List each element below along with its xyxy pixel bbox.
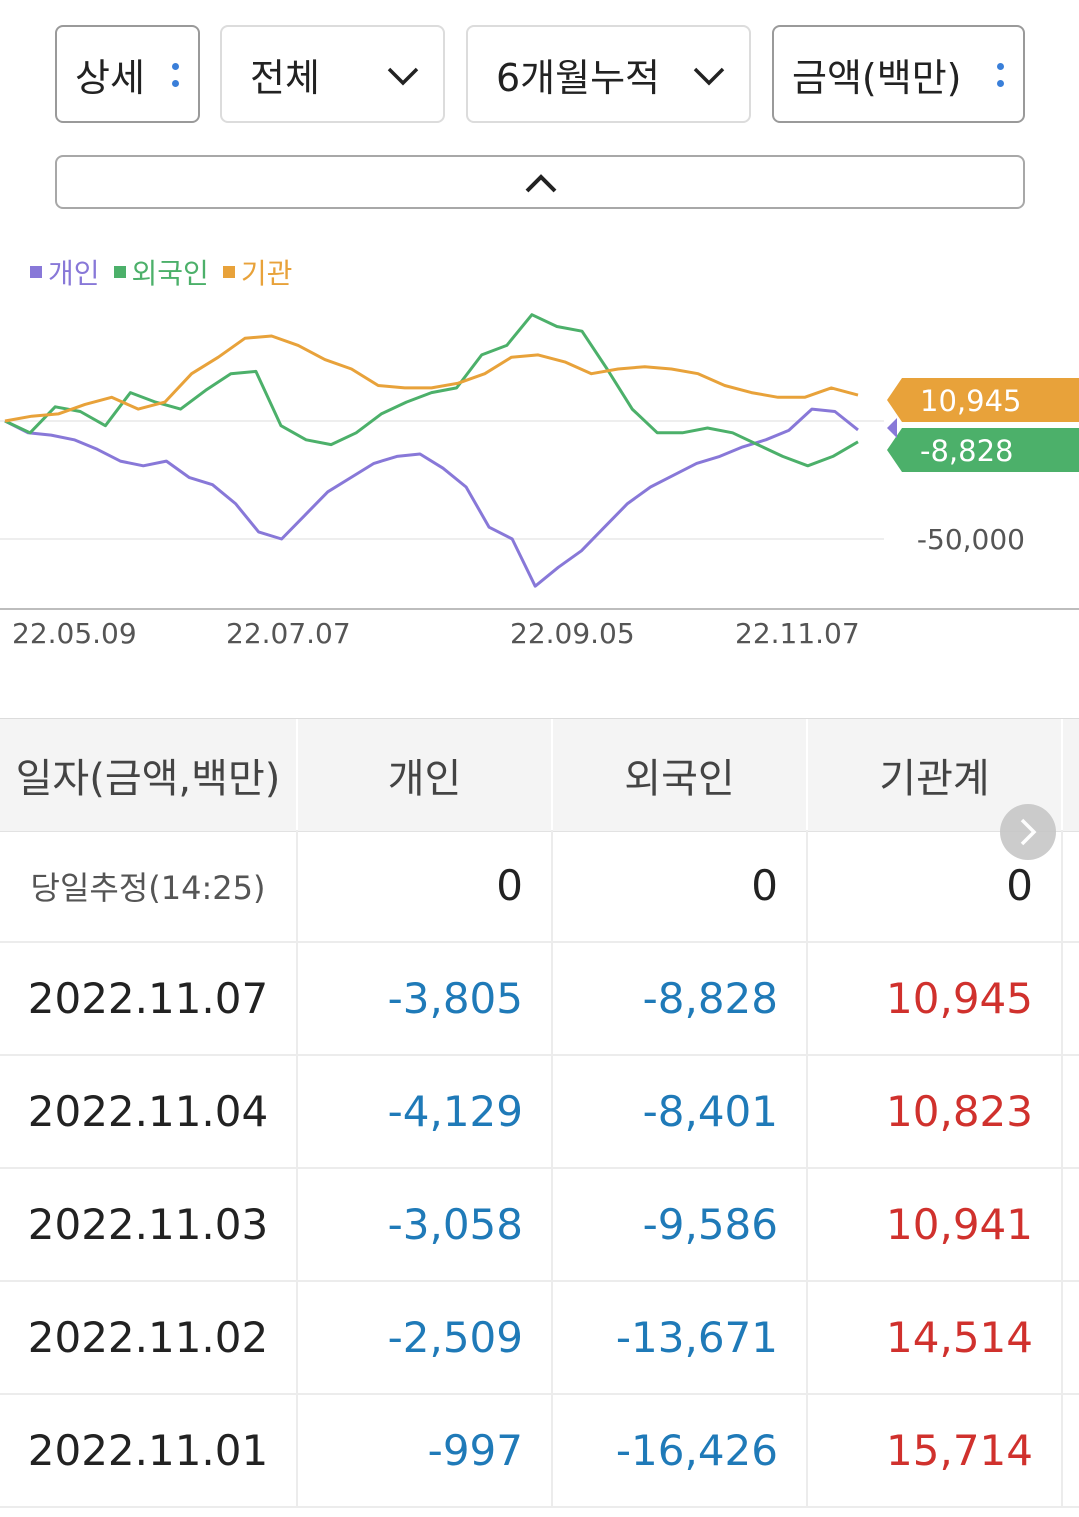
- vertical-dots-icon: [172, 63, 180, 89]
- investor-trend-chart: -50,000 22.05.09 22.07.07 22.09.05 22.11.07 1…: [0, 313, 1079, 650]
- series-line-1: [4, 313, 859, 468]
- unit-select-label: 금액(백만): [792, 55, 962, 100]
- cell-foreign: -8,401: [553, 1056, 808, 1167]
- scope-select[interactable]: 전체: [220, 25, 445, 123]
- cell-institution: 10,941: [808, 1169, 1063, 1280]
- cell-foreign: -8,828: [553, 943, 808, 1054]
- cell-date: 2022.11.04: [0, 1056, 298, 1167]
- cell-foreign: -16,426: [553, 1395, 808, 1506]
- header-foreign: 외국인: [553, 719, 808, 831]
- period-select[interactable]: 6개월누적: [466, 25, 751, 123]
- cell-foreign: -9,586: [553, 1169, 808, 1280]
- header-institution: 기관계: [808, 719, 1063, 831]
- cell-institution: 15,714: [808, 1395, 1063, 1506]
- detail-select-label: 상세: [75, 55, 145, 100]
- y-tick-label: -50,000: [917, 523, 1025, 556]
- legend-swatch: [222, 266, 235, 278]
- table-row: 2022.11.02 -2,509 -13,671 14,514: [0, 1282, 1079, 1395]
- cell-foreign: 0: [553, 830, 808, 941]
- table-row: 2022.11.01 -997 -16,426 15,714: [0, 1395, 1079, 1508]
- x-tick-label: 22.05.09: [12, 617, 137, 650]
- cell-institution: 14,514: [808, 1282, 1063, 1393]
- cell-date: 2022.11.03: [0, 1169, 298, 1280]
- cell-foreign: -13,671: [553, 1282, 808, 1393]
- x-tick-label: 22.11.07: [735, 617, 860, 650]
- end-value-marker: [887, 418, 897, 438]
- table-row: 당일추정(14:25) 0 0 0: [0, 830, 1079, 943]
- cell-individual: -3,058: [298, 1169, 553, 1280]
- chevron-down-icon: [387, 67, 419, 86]
- cell-individual: -2,509: [298, 1282, 553, 1393]
- collapse-button[interactable]: [55, 155, 1025, 209]
- unit-select[interactable]: 금액(백만): [772, 25, 1025, 123]
- legend-label: 기관: [240, 257, 293, 290]
- period-select-label: 6개월누적: [496, 55, 661, 100]
- legend-item-institution: 기관: [222, 252, 293, 292]
- legend-label: 개인: [48, 257, 100, 290]
- vertical-dots-icon: [997, 63, 1005, 89]
- table-header: 일자(금액,백만) 개인 외국인 기관계: [0, 718, 1079, 832]
- end-value-label: -8,828: [920, 434, 1014, 468]
- cell-individual: -997: [298, 1395, 553, 1506]
- chevron-right-icon: [1020, 818, 1037, 846]
- end-value-label: 10,945: [920, 384, 1021, 418]
- table-row: 2022.11.03 -3,058 -9,586 10,941: [0, 1169, 1079, 1282]
- cell-individual: -4,129: [298, 1056, 553, 1167]
- cell-date: 2022.11.07: [0, 943, 298, 1054]
- cell-institution: 0: [808, 830, 1063, 941]
- chart-legend: 개인 외국인 기관: [30, 252, 292, 292]
- header-individual: 개인: [298, 719, 553, 831]
- legend-swatch: [113, 266, 126, 278]
- detail-select[interactable]: 상세: [55, 25, 200, 123]
- header-date: 일자(금액,백만): [0, 719, 298, 831]
- cell-individual: -3,805: [298, 943, 553, 1054]
- chevron-up-icon: [525, 174, 557, 193]
- cell-date: 2022.11.02: [0, 1282, 298, 1393]
- table-row: 2022.11.04 -4,129 -8,401 10,823: [0, 1056, 1079, 1169]
- scope-select-label: 전체: [250, 55, 320, 100]
- legend-item-foreign: 외국인: [113, 252, 209, 292]
- table-row: 2022.11.07 -3,805 -8,828 10,945: [0, 943, 1079, 1056]
- legend-item-individual: 개인: [30, 252, 100, 292]
- scroll-right-button[interactable]: [1000, 804, 1056, 860]
- chevron-down-icon: [693, 67, 725, 86]
- end-value-tag: [887, 428, 1079, 472]
- end-value-tag: [887, 378, 1079, 422]
- legend-swatch: [30, 266, 42, 278]
- filter-controls: 상세 전체 6개월누적 금액(백만): [0, 0, 1079, 220]
- cell-institution: 10,823: [808, 1056, 1063, 1167]
- cell-date: 당일추정(14:25): [0, 830, 298, 941]
- series-line-0: [4, 407, 859, 588]
- x-tick-label: 22.09.05: [510, 617, 635, 650]
- legend-label: 외국인: [131, 257, 209, 290]
- cell-individual: 0: [298, 830, 553, 941]
- x-tick-label: 22.07.07: [226, 617, 351, 650]
- cell-date: 2022.11.01: [0, 1395, 298, 1506]
- cell-institution: 10,945: [808, 943, 1063, 1054]
- series-line-2: [4, 334, 859, 423]
